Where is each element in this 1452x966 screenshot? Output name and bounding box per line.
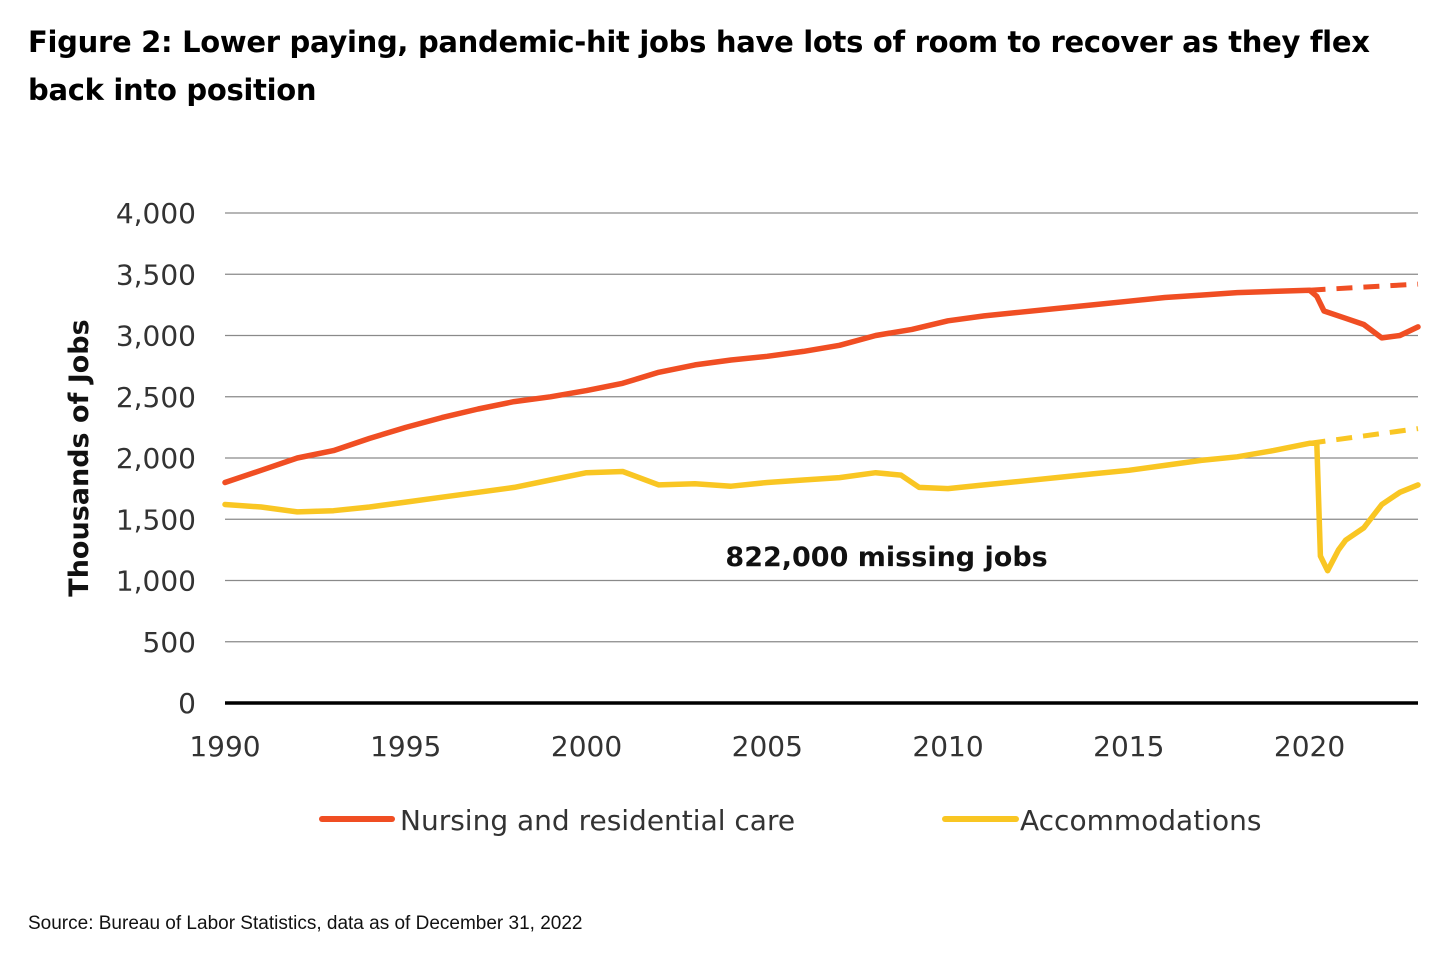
- y-tick-label: 500: [143, 626, 196, 659]
- x-tick-label: 2020: [1274, 730, 1345, 763]
- x-tick-label: 1995: [370, 730, 441, 763]
- trend-line-accommodations-trend: [1309, 426, 1419, 446]
- trend-line-nursing-and-residential-care-trend: [1309, 281, 1419, 293]
- series-lines: [222, 281, 1421, 574]
- series-line-nursing-and-residential-care: [222, 287, 1421, 486]
- annotation-missing-jobs: 822,000 missing jobs: [725, 542, 1047, 573]
- gridlines: [225, 212, 1418, 705]
- chart-title: Figure 2: Lower paying, pandemic-hit job…: [28, 25, 1370, 107]
- legend: Nursing and residential care Accommodatio…: [319, 804, 1261, 837]
- y-tick-label: 3,000: [116, 320, 196, 353]
- series-line-accommodations: [222, 440, 1421, 574]
- y-tick-label: 2,500: [116, 381, 196, 414]
- x-tick-label: 2000: [551, 730, 622, 763]
- y-tick-label: 4,000: [116, 197, 196, 230]
- x-tick-label: 1990: [189, 730, 260, 763]
- line-chart: 0 500 1,000 1,500 2,000 2,500 3,000 3,500 4,000 1…: [64, 197, 1421, 837]
- legend-label: Accommodations: [1020, 804, 1261, 837]
- y-tick-label: 0: [178, 687, 196, 720]
- y-tick-label: 2,000: [116, 442, 196, 475]
- y-tick-label: 3,500: [116, 258, 196, 291]
- y-tick-label: 1,000: [116, 565, 196, 598]
- legend-label: Nursing and residential care: [400, 804, 795, 837]
- y-axis-label: Thousands of Jobs: [64, 319, 95, 596]
- x-tick-label: 2010: [912, 730, 983, 763]
- x-tick-label: 2015: [1093, 730, 1164, 763]
- tick-labels: 0 500 1,000 1,500 2,000 2,500 3,000 3,500 4,000 1…: [116, 197, 1345, 763]
- x-tick-label: 2005: [732, 730, 803, 763]
- source-note: Source: Bureau of Labor Statistics, data…: [28, 913, 583, 934]
- y-tick-label: 1,500: [116, 503, 196, 536]
